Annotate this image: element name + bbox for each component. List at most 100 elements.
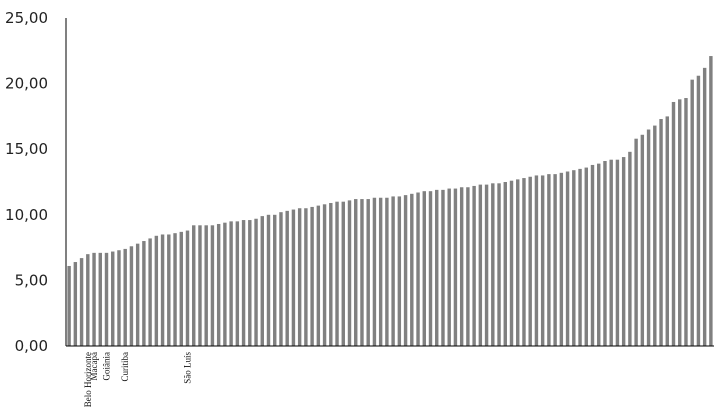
bar: [621, 157, 626, 346]
bar: [441, 189, 445, 346]
bar: [86, 254, 90, 346]
bar: [497, 183, 501, 346]
x-category-label: Belo Horizonte: [83, 352, 93, 407]
bar: [366, 199, 370, 346]
y-tick-label: 15,00: [5, 140, 48, 158]
y-tick-label: 20,00: [5, 75, 48, 93]
bar: [646, 129, 651, 346]
bars-layer: [67, 56, 713, 347]
bar: [578, 168, 582, 346]
bar: [104, 252, 109, 346]
bar: [459, 187, 464, 346]
bar: [671, 101, 676, 346]
bar: [254, 218, 258, 346]
bar: [659, 119, 663, 347]
bar: [391, 196, 395, 346]
bar: [478, 184, 483, 346]
bar: [416, 192, 420, 346]
bar: [597, 163, 601, 346]
bar: [297, 208, 302, 346]
x-category-label: Macapá: [89, 352, 99, 380]
y-tick-label: 25,00: [5, 9, 48, 27]
bar: [553, 174, 557, 346]
bar: [503, 182, 507, 346]
bar: [167, 234, 171, 346]
bar: [590, 164, 595, 346]
bar: [285, 210, 289, 346]
bar: [322, 204, 327, 346]
bar: [185, 230, 190, 346]
bar: [235, 221, 240, 346]
bar: [572, 170, 576, 346]
y-tick-label: 10,00: [5, 206, 48, 224]
bar: [117, 250, 121, 346]
bar: [92, 252, 96, 346]
bar: [360, 199, 364, 346]
bar: [378, 197, 383, 346]
bar: [665, 116, 669, 347]
bar: [540, 175, 545, 346]
bar: [160, 234, 165, 346]
bar: [354, 199, 358, 346]
bar: [435, 189, 439, 346]
bar: [198, 225, 202, 346]
bar: [453, 188, 458, 346]
bar: [129, 246, 134, 346]
bar: [79, 258, 84, 346]
bar: [678, 99, 682, 346]
bar: [179, 231, 183, 346]
y-tick-label: 5,00: [15, 271, 48, 289]
bar: [192, 225, 196, 346]
bar: [410, 193, 414, 346]
bar: [696, 75, 701, 346]
bar: [615, 159, 620, 346]
bar: [216, 223, 221, 346]
bar: [98, 252, 102, 346]
bar: [472, 185, 476, 346]
x-category-label: Curitiba: [120, 352, 130, 382]
bar: [279, 212, 283, 346]
bar: [584, 167, 588, 346]
bar: [204, 225, 208, 346]
bar: [559, 172, 564, 346]
bar: [628, 151, 632, 346]
bar: [447, 188, 451, 346]
bar: [709, 56, 713, 347]
bar: [260, 216, 264, 346]
bar: [702, 67, 707, 347]
bar: [316, 205, 321, 346]
bar: [123, 248, 127, 346]
y-tick-label: 0,00: [15, 337, 48, 355]
bar: [422, 191, 426, 346]
x-category-label: São Luís: [183, 352, 193, 384]
bar: [154, 235, 159, 346]
bar: [223, 222, 227, 346]
bar: [522, 178, 526, 346]
bar: [173, 233, 177, 346]
bar: [640, 134, 645, 346]
bar: [428, 191, 433, 346]
bar: [403, 195, 408, 346]
bar: [516, 179, 520, 346]
bar: [241, 220, 246, 346]
bar: [397, 196, 402, 346]
bar: [466, 187, 470, 346]
bar: [534, 175, 539, 346]
bar: [142, 241, 146, 346]
bar: [547, 174, 551, 346]
bar: [509, 180, 514, 346]
x-category-label: Goiânia: [102, 352, 112, 381]
bar: [67, 265, 71, 346]
bar: [653, 125, 657, 346]
bar: [329, 202, 333, 346]
bar: [347, 200, 352, 346]
bar: [341, 201, 345, 346]
bar: [690, 79, 694, 346]
y-axis-ticks: 0,00 5,00 10,00 15,00 20,00 25,00: [5, 9, 48, 355]
bar: [304, 208, 308, 346]
bar: [135, 243, 140, 346]
bar: [385, 197, 389, 346]
